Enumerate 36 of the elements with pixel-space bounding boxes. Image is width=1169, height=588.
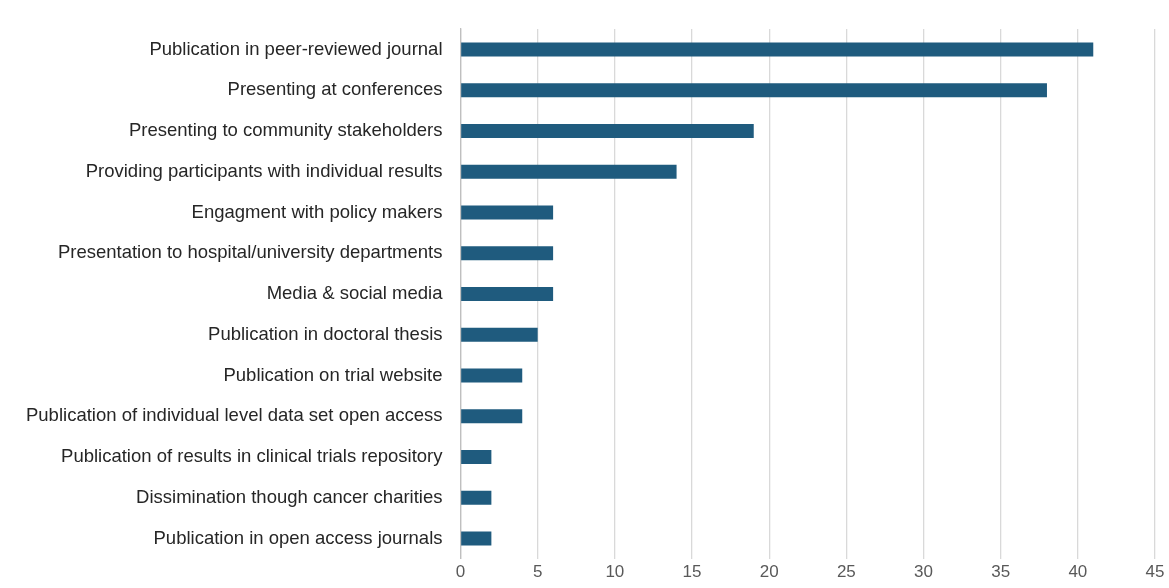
- bar: [461, 164, 677, 179]
- bar: [461, 450, 492, 464]
- x-tick-label: 45: [1145, 561, 1165, 581]
- x-tick-label: 25: [836, 561, 856, 581]
- x-tick-label: 30: [914, 561, 933, 581]
- bar: [461, 531, 492, 546]
- y-tick-label: Presenting at conferences: [227, 78, 443, 100]
- bar: [461, 42, 1094, 57]
- x-tick-label: 40: [1068, 561, 1088, 581]
- bar: [461, 83, 1047, 98]
- x-tick-label: 10: [605, 561, 625, 581]
- y-tick-label: Presenting to community stakeholders: [128, 119, 443, 141]
- y-tick-label: Dissimination though cancer charities: [136, 485, 443, 507]
- bar: [461, 287, 554, 301]
- bar: [461, 246, 554, 261]
- bar: [461, 205, 554, 220]
- y-tick-label: Presentation to hospital/university departments: [57, 241, 443, 263]
- y-tick-label: Publication on trial website: [223, 363, 443, 385]
- y-tick-label: Publication in peer-reviewed journal: [149, 37, 443, 59]
- x-tick-label: 15: [682, 561, 702, 581]
- y-tick-label: Engagment with policy makers: [191, 200, 443, 222]
- bar: [461, 327, 538, 342]
- x-tick-label: 35: [991, 561, 1011, 581]
- y-tick-label: Publication of individual level data set open access: [26, 404, 443, 426]
- y-tick-label: Publication in open access journals: [153, 526, 443, 548]
- bar: [461, 409, 523, 424]
- x-tick-label: 0: [455, 561, 466, 581]
- bar: [461, 490, 492, 505]
- y-tick-label: Publication of results in clinical trials repository: [61, 445, 444, 467]
- bar: [461, 124, 754, 138]
- bar: [461, 368, 523, 383]
- x-tick-label: 5: [532, 561, 543, 581]
- y-tick-label: Media & social media: [266, 282, 444, 304]
- x-tick-label: 20: [759, 561, 779, 581]
- y-tick-label: Providing participants with individual results: [85, 159, 443, 181]
- y-tick-label: Publication in doctoral thesis: [208, 322, 443, 344]
